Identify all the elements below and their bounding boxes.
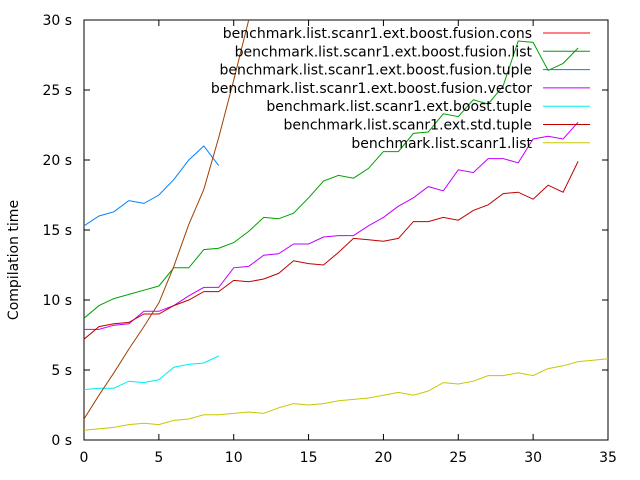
x-tick-label: 15 — [300, 450, 318, 466]
series-line-2 — [84, 145, 220, 227]
y-tick-label: 5 s — [51, 363, 72, 379]
x-tick-label: 5 — [154, 450, 163, 466]
x-tick-label: 0 — [80, 450, 89, 466]
series-group — [84, 20, 608, 431]
legend-label: benchmark.list.scanr1.ext.boost.fusion.v… — [211, 81, 532, 97]
series-line-4 — [84, 355, 219, 391]
legend: benchmark.list.scanr1.ext.boost.fusion.c… — [211, 26, 590, 152]
series-line-6 — [84, 358, 608, 431]
legend-label: benchmark.list.scanr1.ext.boost.fusion.l… — [235, 44, 533, 60]
y-tick-label: 15 s — [42, 223, 72, 239]
legend-label: benchmark.list.scanr1.list — [351, 136, 532, 152]
y-tick-label: 0 s — [51, 433, 72, 449]
y-tick-label: 25 s — [42, 83, 72, 99]
x-tick-label: 30 — [524, 450, 542, 466]
legend-label: benchmark.list.scanr1.ext.boost.fusion.c… — [223, 26, 532, 42]
series-layer — [84, 20, 608, 431]
x-tick-label: 35 — [599, 450, 617, 466]
legend-label: benchmark.list.scanr1.ext.boost.tuple — [266, 99, 532, 115]
series-line-3 — [84, 121, 579, 330]
y-tick-label: 30 s — [42, 13, 72, 29]
x-tick-label: 10 — [225, 450, 243, 466]
series-line-7 — [84, 20, 250, 420]
x-tick-label: 25 — [449, 450, 467, 466]
y-tick-label: 10 s — [42, 293, 72, 309]
series-line-5 — [84, 161, 579, 340]
y-axis-label: Compilation time — [6, 200, 22, 320]
axes: 0 5 10 15 20 25 30 35 0 s 5 s 10 s 15 s 20 s 25 s 30 s — [42, 13, 616, 466]
x-tick-label: 20 — [375, 450, 393, 466]
y-tick-label: 20 s — [42, 153, 72, 169]
legend-label: benchmark.list.scanr1.ext.boost.fusion.t… — [219, 63, 532, 79]
legend-label: benchmark.list.scanr1.ext.std.tuple — [283, 118, 532, 134]
series-line-1 — [84, 40, 579, 319]
